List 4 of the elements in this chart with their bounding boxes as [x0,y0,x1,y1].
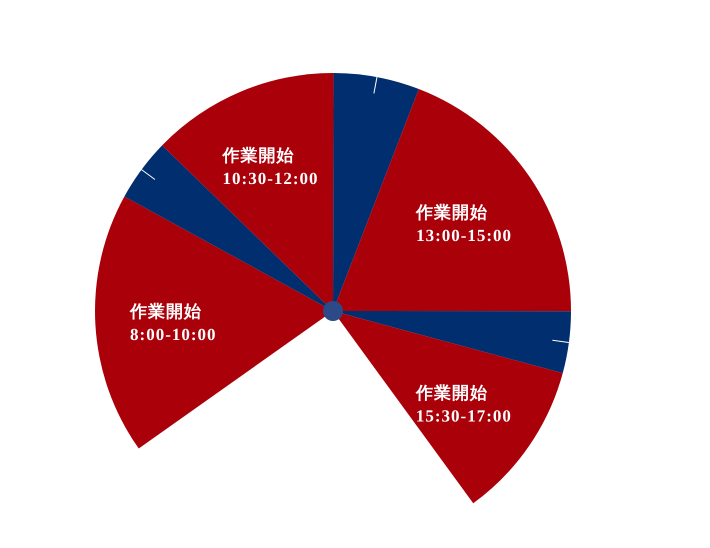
slice-label: 作業開始 10:30-12:00 [222,146,319,188]
slice-label: 作業開始 13:00-15:00 [415,202,512,245]
slice-label: 作業開始 15:30-17:00 [414,383,512,426]
slice-label: 作業開始 8:00-10:00 [129,302,217,344]
